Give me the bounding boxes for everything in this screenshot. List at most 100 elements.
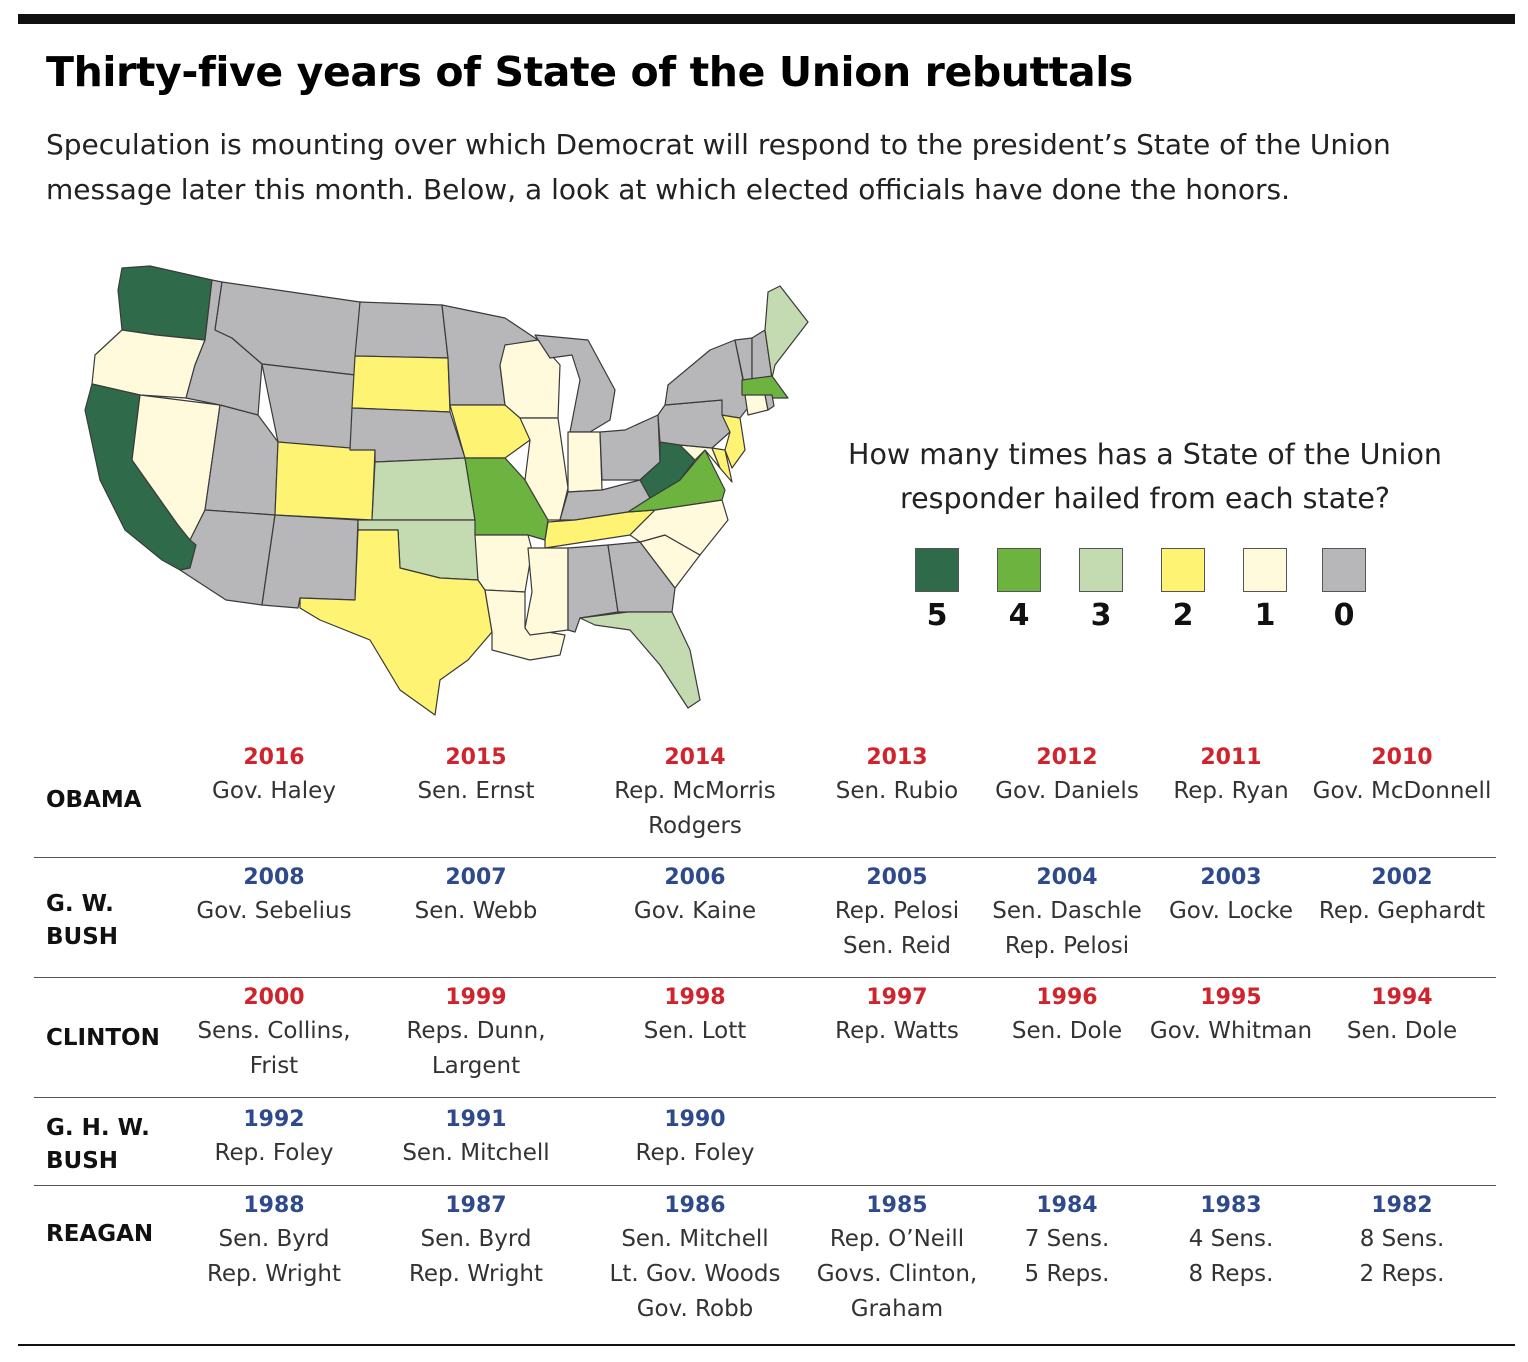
year-label: 1995 — [1200, 985, 1262, 1010]
state-PA — [657, 399, 731, 449]
responder-cell: 2004 Sen. Daschle Rep. Pelosi — [967, 862, 1167, 964]
responder-names: Gov. Whitman — [1149, 1018, 1313, 1044]
state-AR — [474, 534, 533, 593]
responder-cell: 2007 Sen. Webb — [376, 862, 576, 929]
president-label: CLINTON — [46, 1025, 160, 1051]
legend-title: How many times has a State of the Union … — [848, 438, 1442, 515]
legend-swatch-2 — [1161, 548, 1205, 592]
responder-cell: 1982 8 Sens. 2 Reps. — [1302, 1190, 1502, 1292]
legend-label-0: 0 — [1333, 598, 1355, 633]
state-ME — [764, 285, 809, 379]
responder-cell: 2012 Gov. Daniels — [967, 742, 1167, 809]
year-label: 1987 — [445, 1193, 507, 1218]
responder-cell: 2016 Gov. Haley — [174, 742, 374, 809]
year-label: 2008 — [243, 865, 305, 890]
responder-names: Gov. Locke — [1168, 898, 1294, 924]
year-label: 1997 — [866, 985, 928, 1010]
year-label: 1994 — [1371, 985, 1433, 1010]
legend-label-1: 1 — [1254, 598, 1276, 633]
year-label: 2005 — [866, 865, 928, 890]
year-label: 2000 — [243, 985, 305, 1010]
responder-names: Sen. Dole — [1346, 1018, 1458, 1044]
responder-cell: 1985 Rep. O’Neill Govs. Clinton, Graham — [797, 1190, 997, 1327]
president-label: OBAMA — [46, 787, 142, 813]
responder-cell: 2014 Rep. McMorris Rodgers — [595, 742, 795, 844]
responder-names: Sen. Mitchell — [402, 1140, 550, 1166]
year-label: 2004 — [1036, 865, 1098, 890]
legend-swatch-5 — [915, 548, 959, 592]
responder-names: Sens. Collins, Frist — [197, 1018, 351, 1079]
responder-cell: 1996 Sen. Dole — [967, 982, 1167, 1049]
legend-swatch-4 — [997, 548, 1041, 592]
year-label: 2015 — [445, 745, 507, 770]
responder-names: Rep. Foley — [214, 1140, 334, 1166]
state-TX — [299, 529, 493, 716]
state-MA — [741, 375, 789, 399]
year-label: 2014 — [664, 745, 726, 770]
responder-cell: 2006 Gov. Kaine — [595, 862, 795, 929]
responder-names: Rep. Watts — [835, 1018, 959, 1044]
state-MS — [524, 547, 569, 636]
page-subtitle: Speculation is mounting over which Democ… — [46, 128, 1391, 206]
bottom-rule — [18, 1344, 1515, 1346]
responder-cell: 2010 Gov. McDonnell — [1302, 742, 1502, 809]
state-ND — [354, 301, 449, 359]
responder-names: Reps. Dunn, Largent — [406, 1018, 546, 1079]
president-label: G. W. BUSH — [46, 891, 119, 950]
responder-cell: 1992 Rep. Foley — [174, 1104, 374, 1171]
responder-names: 4 Sens. 8 Reps. — [1188, 1226, 1274, 1287]
responder-names: Rep. Ryan — [1173, 778, 1289, 804]
responder-names: Gov. McDonnell — [1312, 778, 1492, 804]
year-label: 1982 — [1371, 1193, 1433, 1218]
responder-names: Sen. Dole — [1011, 1018, 1123, 1044]
responder-names: Rep. Gephardt — [1318, 898, 1486, 924]
year-label: 1988 — [243, 1193, 305, 1218]
year-label: 1984 — [1036, 1193, 1098, 1218]
row-divider — [34, 1097, 1496, 1098]
state-NM — [261, 514, 359, 609]
responder-cell: 2013 Sen. Rubio — [797, 742, 997, 809]
state-CO — [274, 441, 376, 521]
year-label: 1990 — [664, 1107, 726, 1132]
legend-swatch-0 — [1322, 548, 1366, 592]
us-map — [84, 265, 809, 716]
responder-names: Rep. Foley — [635, 1140, 755, 1166]
president-label: REAGAN — [46, 1221, 154, 1247]
year-label: 1992 — [243, 1107, 305, 1132]
responder-cell: 2002 Rep. Gephardt — [1302, 862, 1502, 929]
president-label: G. H. W. BUSH — [46, 1115, 150, 1174]
responder-names: Sen. Rubio — [835, 778, 959, 804]
legend-swatch-3 — [1079, 548, 1123, 592]
responder-names: 7 Sens. 5 Reps. — [1024, 1226, 1110, 1287]
responder-cell: 1983 4 Sens. 8 Reps. — [1131, 1190, 1331, 1292]
legend-label-2: 2 — [1172, 598, 1194, 633]
responder-names: Rep. McMorris Rodgers — [614, 778, 776, 839]
state-IN — [567, 431, 603, 493]
year-label: 2006 — [664, 865, 726, 890]
state-WY — [261, 363, 356, 451]
responder-cell: 1998 Sen. Lott — [595, 982, 795, 1049]
responder-names: Sen. Ernst — [417, 778, 535, 804]
responder-cell: 2011 Rep. Ryan — [1131, 742, 1331, 809]
year-label: 1991 — [445, 1107, 507, 1132]
responder-cell: 1999 Reps. Dunn, Largent — [376, 982, 576, 1084]
year-label: 1996 — [1036, 985, 1098, 1010]
state-IL — [519, 417, 569, 521]
state-KS — [371, 457, 476, 521]
responder-cell: 2008 Gov. Sebelius — [174, 862, 374, 929]
responder-cell: 1991 Sen. Mitchell — [376, 1104, 576, 1171]
state-FL — [579, 611, 701, 709]
responder-cell: 1986 Sen. Mitchell Lt. Gov. Woods Gov. Ro… — [595, 1190, 795, 1327]
year-label: 2011 — [1200, 745, 1262, 770]
responder-names: Gov. Sebelius — [196, 898, 352, 924]
legend-label-4: 4 — [1008, 598, 1030, 633]
year-label: 2002 — [1371, 865, 1433, 890]
page-title: Thirty-five years of State of the Union … — [46, 48, 1133, 96]
responder-names: Gov. Haley — [212, 778, 336, 804]
responder-cell: 1984 7 Sens. 5 Reps. — [967, 1190, 1167, 1292]
legend-label-3: 3 — [1090, 598, 1112, 633]
responder-cell: 2015 Sen. Ernst — [376, 742, 576, 809]
year-label: 1998 — [664, 985, 726, 1010]
top-rule — [18, 14, 1515, 24]
state-CT — [744, 394, 769, 416]
